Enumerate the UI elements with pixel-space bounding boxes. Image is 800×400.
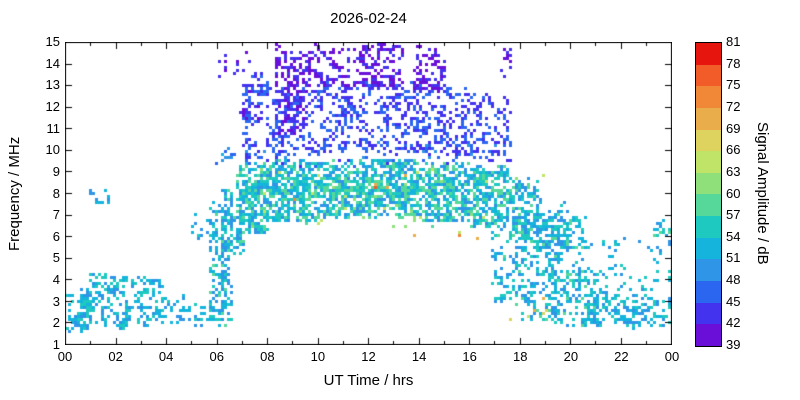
x-tick-label: 20	[563, 349, 579, 364]
colorbar-segment	[696, 302, 721, 325]
x-tick-label: 02	[108, 349, 123, 364]
y-tick-label: 15	[45, 34, 60, 49]
y-tick-label: 4	[52, 272, 60, 288]
colorbar-tick-label: 51	[726, 250, 741, 266]
y-tick-label: 11	[46, 120, 61, 136]
colorbar-tick-label: 57	[726, 207, 741, 223]
colorbar-segment	[696, 216, 721, 238]
colorbar-segment	[696, 151, 721, 173]
x-tick-label: 04	[158, 349, 174, 364]
colorbar-segment	[696, 237, 721, 260]
colorbar-tick-label: 66	[726, 142, 741, 158]
colorbar-segment	[696, 281, 721, 303]
colorbar-segment	[696, 172, 721, 195]
y-tick-label: 12	[45, 98, 60, 114]
colorbar-tick-label: 60	[726, 185, 741, 201]
colorbar-tick-label: 81	[726, 34, 741, 49]
colorbar-tick-label: 45	[726, 293, 741, 309]
colorbar-tick-label: 72	[726, 98, 741, 114]
colorbar-segment	[696, 64, 721, 87]
y-tick-label: 14	[45, 55, 60, 71]
colorbar-segment	[696, 129, 721, 152]
colorbar-segment	[696, 43, 721, 65]
y-tick-label: 9	[52, 163, 60, 179]
x-tick-label: 12	[361, 349, 376, 364]
colorbar-label: Signal Amplitude / dB	[754, 122, 771, 265]
colorbar-tick-label: 39	[726, 337, 741, 352]
y-tick-label: 10	[45, 142, 60, 158]
colorbar-tick-label: 75	[726, 77, 741, 93]
x-tick-label: 10	[310, 349, 326, 364]
y-tick-label: 7	[52, 207, 60, 223]
x-tick-label: 22	[614, 349, 629, 364]
y-tick-label: 2	[52, 315, 60, 331]
x-tick-label: 00	[664, 349, 680, 364]
x-tick-label: 08	[260, 349, 275, 364]
colorbar-tick-label: 48	[726, 272, 741, 288]
y-tick-label: 3	[52, 293, 60, 309]
y-tick-label: 1	[52, 337, 60, 352]
colorbar-tick-label: 54	[726, 228, 741, 244]
x-axis-label: UT Time / hrs	[323, 372, 414, 389]
x-tick-label: 14	[411, 349, 427, 364]
x-tick-label: 00	[57, 349, 73, 364]
colorbar-tick-label: 63	[726, 163, 741, 179]
x-tick-label: 06	[209, 349, 224, 364]
y-tick-label: 13	[45, 77, 60, 93]
chart-title: 2026-02-24	[330, 10, 407, 27]
x-tick-label: 18	[513, 349, 528, 364]
y-tick-label: 6	[52, 228, 60, 244]
colorbar-segment	[696, 86, 721, 108]
colorbar	[695, 42, 722, 347]
y-axis-label: Frequency / MHz	[6, 136, 23, 251]
colorbar-tick-label: 42	[726, 315, 741, 331]
colorbar-segment	[696, 194, 721, 217]
colorbar-segment	[696, 324, 721, 346]
plot-area	[65, 42, 672, 345]
x-tick-label: 16	[462, 349, 477, 364]
y-tick-label: 8	[52, 185, 60, 201]
y-tick-label: 5	[52, 250, 60, 266]
colorbar-segment	[696, 107, 721, 130]
colorbar-segment	[696, 259, 721, 282]
colorbar-tick-label: 78	[726, 55, 741, 71]
colorbar-tick-label: 69	[726, 120, 741, 136]
plot-canvas	[65, 42, 672, 345]
